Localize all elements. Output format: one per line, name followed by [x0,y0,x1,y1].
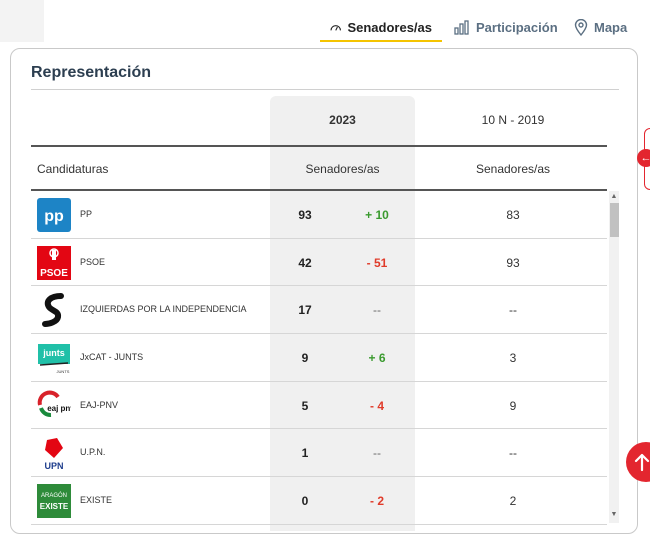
tab-senadores[interactable]: Senadores/as [320,14,442,42]
header-candidaturas: Candidaturas [37,162,109,176]
psoe-logo-text: PSOE [40,268,68,279]
upn-logo: UPN [44,438,64,470]
representation-card: Representación 2023 10 N - 2019 Candidat… [10,48,638,534]
title-divider [31,89,619,90]
bar-chart-icon [454,19,469,35]
pp-logo: pp [37,198,71,232]
seats-previous: 2 [509,494,517,509]
seats-current: 0 [301,494,309,509]
tab-mapa[interactable]: Mapa [574,14,627,40]
header-year-previous: 10 N - 2019 [481,113,545,127]
table-row: junts JUNTS JxCAT - JUNTS 9 + 6 3 [31,334,607,382]
seats-diff: - 4 [369,398,384,413]
eaj-pnv-logo: eaj pnv [37,390,71,417]
existe-logo: ARAGÓN EXISTE [37,484,71,519]
header-divider [31,145,607,147]
tab-mapa-label: Mapa [594,19,628,35]
seats-diff: + 6 [368,351,386,366]
header-seats-previous: Senadores/as [475,162,551,176]
seats-current: 9 [301,351,309,366]
table-row: pp PP 93 + 10 83 [31,191,607,239]
izquierdas-logo [42,293,64,328]
seats-current: 42 [298,255,312,270]
party-name: PSOE [80,256,106,267]
seats-current: 17 [298,303,312,318]
table-row: eaj pnv EAJ-PNV 5 - 4 9 [31,382,607,430]
subheader-divider [31,189,607,191]
seats-diff: + 10 [365,208,389,222]
seats-diff: - 2 [369,494,384,509]
party-name: PP [80,209,93,219]
seats-current: 5 [301,398,309,413]
results-table: pp PP 93 + 10 83 PSOE PSOE 42 - 51 93 [31,191,607,525]
seats-diff: -- [373,303,381,318]
party-name: EXISTE [80,495,113,506]
seats-previous: -- [509,446,517,461]
arrow-up-icon [634,453,650,472]
junts-logo: junts JUNTS [38,344,70,374]
current-year-column-highlight [270,96,415,531]
party-name: JxCAT - JUNTS [80,352,144,363]
seats-previous: 83 [506,208,520,222]
table-row: ARAGÓN EXISTE EXISTE 0 - 2 2 [31,477,607,525]
junts-logo-text: junts [42,348,65,358]
seats-diff: -- [373,446,381,461]
tab-participacion-label: Participación [476,19,558,35]
seats-diff: - 51 [366,255,388,270]
psoe-logo: PSOE [37,245,71,280]
seats-previous: 9 [509,398,517,413]
seats-current: 1 [301,446,309,461]
party-name: EAJ-PNV [80,399,119,410]
arrow-left-icon[interactable]: ← [637,149,650,167]
scrollbar-thumb[interactable] [610,203,619,237]
party-name: IZQUIERDAS POR LA INDEPENDENCIA [80,304,247,315]
scroll-to-top-button[interactable] [626,442,650,482]
tab-senadores-label: Senadores/as [347,19,432,35]
party-name: U.P.N. [80,447,106,458]
seats-previous: -- [509,303,517,318]
card-title: Representación [31,64,152,81]
map-pin-icon [574,18,588,36]
table-scrollbar[interactable] [609,191,619,523]
header-seats-current: Senadores/as [305,162,380,176]
pp-logo-text: pp [44,208,64,225]
view-tabs: Senadores/as Participación Mapa [320,14,650,44]
tab-participacion[interactable]: Participación [454,14,562,40]
junts-logo-subtext: JUNTS [57,369,70,374]
eaj-pnv-logo-text: eaj pnv [47,404,71,413]
scroll-up-arrow-icon[interactable]: ▲ [610,193,618,200]
seats-current: 93 [298,208,312,222]
top-left-strip [0,0,44,42]
table-row: UPN U.P.N. 1 -- -- [31,429,607,478]
table-row: PSOE PSOE 42 - 51 93 [31,239,607,287]
header-year-current: 2023 [329,113,356,127]
dashboard-gauge-icon [330,25,341,31]
seats-previous: 93 [506,255,520,270]
existe-logo-subtext: EXISTE [40,502,69,511]
existe-logo-text: ARAGÓN [41,492,67,499]
scroll-down-arrow-icon[interactable]: ▼ [610,511,618,518]
table-row: IZQUIERDAS POR LA INDEPENDENCIA 17 -- -- [31,286,607,335]
upn-logo-text: UPN [44,461,63,470]
seats-previous: 3 [509,351,517,366]
